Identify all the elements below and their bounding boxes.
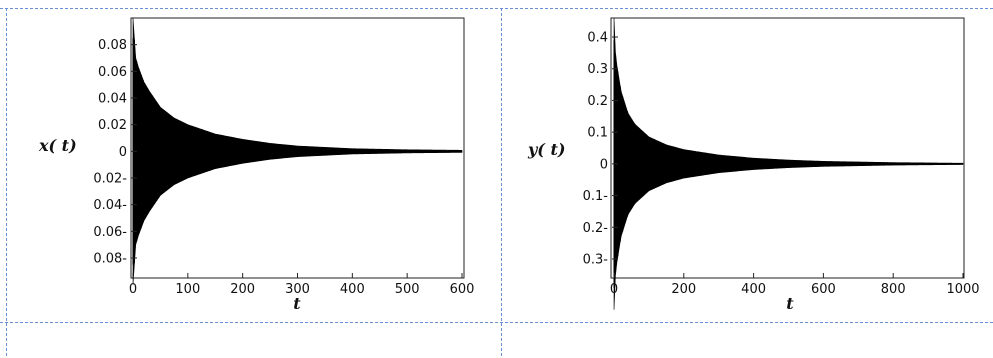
x-tick-label: 400 xyxy=(340,282,365,297)
x-tick-label: 800 xyxy=(881,282,906,297)
y-tick-label: 0.08 xyxy=(98,38,127,53)
x-tick-label: 500 xyxy=(395,282,420,297)
y-tick-label: 0.3- xyxy=(583,252,609,267)
y-tick-label: 0.1- xyxy=(583,189,609,204)
y-axis-label: x( t) xyxy=(38,136,77,155)
y-tick-label: 0.06- xyxy=(93,225,127,240)
y-tick-label: 0.2- xyxy=(583,221,609,236)
y-tick-label: 0.02- xyxy=(93,172,127,187)
x-tick-label: 1000 xyxy=(946,282,979,297)
x-axis-label: t xyxy=(786,294,794,313)
y-ticks: 0.4 0.3 0.2 0.1 0 0.1- 0.2- 0.3- xyxy=(583,31,618,267)
y-tick-label: 0.02 xyxy=(98,118,127,133)
x-tick-label: 0 xyxy=(610,282,618,297)
x-tick-label: 400 xyxy=(741,282,766,297)
y-axis-label: y( t) xyxy=(527,140,565,159)
chart-x-of-t: 0.08 0.06 0.04 0.02 0 0.02- 0.04- 0.06- 0.08- 0 1… xyxy=(38,17,475,313)
y-tick-label: 0 xyxy=(600,157,608,172)
x-tick-label: 600 xyxy=(811,282,836,297)
y-tick-label: 0.06 xyxy=(98,65,127,80)
plot-frame xyxy=(610,17,965,279)
x-tick-label: 200 xyxy=(230,282,255,297)
oscillation-envelope xyxy=(613,17,964,310)
y-tick-label: 0.04- xyxy=(93,198,127,213)
y-tick-label: 0.1 xyxy=(587,126,608,141)
y-tick-label: 0.4 xyxy=(587,31,608,46)
y-ticks: 0.08 0.06 0.04 0.02 0 0.02- 0.04- 0.06- 0.08- xyxy=(93,38,137,267)
x-tick-label: 0 xyxy=(129,282,137,297)
y-tick-label: 0.3 xyxy=(587,62,608,77)
x-axis-label: t xyxy=(293,294,301,313)
x-ticks: 0 100 200 300 400 500 600 xyxy=(129,273,475,297)
y-tick-label: 0.04 xyxy=(98,92,127,107)
y-tick-label: 0.2 xyxy=(587,94,608,109)
x-tick-label: 600 xyxy=(450,282,475,297)
x-tick-label: 100 xyxy=(175,282,200,297)
x-tick-label: 300 xyxy=(285,282,310,297)
y-tick-label: 0.08- xyxy=(93,252,127,267)
y-tick-label: 0 xyxy=(119,145,127,160)
x-tick-label: 200 xyxy=(671,282,696,297)
oscillation-envelope xyxy=(132,17,463,285)
layout-table-grid xyxy=(0,8,993,358)
x-ticks: 0 200 400 600 800 1000 xyxy=(610,273,980,297)
chart-y-of-t: 0.4 0.3 0.2 0.1 0 0.1- 0.2- 0.3- 0 200 400 600 800 1… xyxy=(527,17,980,313)
